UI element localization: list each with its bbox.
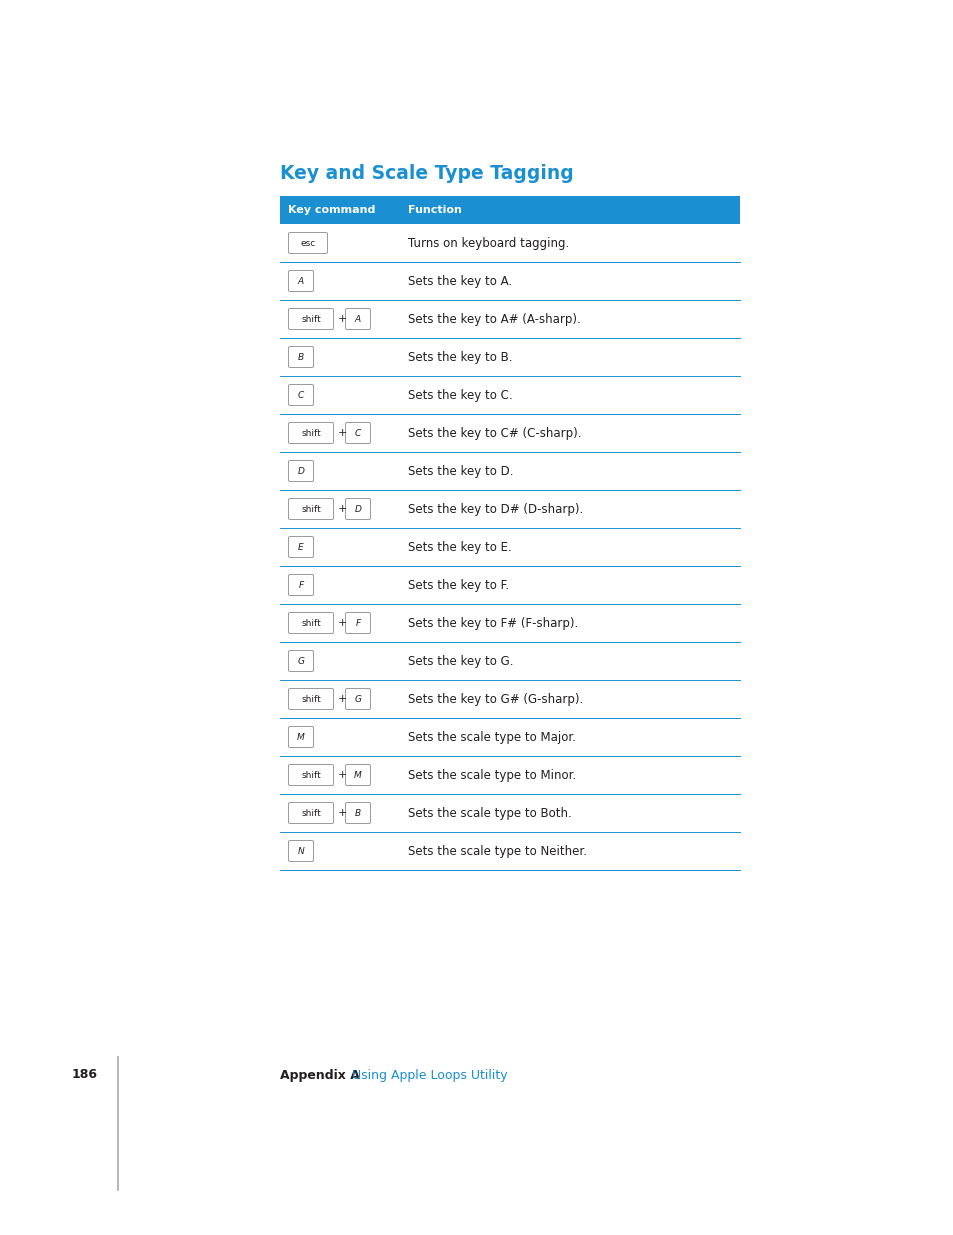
Text: +: +: [337, 694, 346, 704]
FancyBboxPatch shape: [345, 499, 370, 520]
FancyBboxPatch shape: [345, 613, 370, 634]
Text: Sets the key to E.: Sets the key to E.: [408, 541, 511, 553]
Text: Key command: Key command: [288, 205, 375, 215]
Text: Sets the key to F# (F-sharp).: Sets the key to F# (F-sharp).: [408, 616, 578, 630]
Text: Sets the key to D# (D-sharp).: Sets the key to D# (D-sharp).: [408, 503, 582, 515]
FancyBboxPatch shape: [288, 347, 314, 368]
Text: G: G: [297, 657, 304, 666]
FancyBboxPatch shape: [288, 613, 334, 634]
Text: F: F: [355, 619, 360, 627]
Text: Function: Function: [408, 205, 461, 215]
FancyBboxPatch shape: [288, 651, 314, 672]
Text: shift: shift: [301, 771, 320, 779]
FancyBboxPatch shape: [345, 803, 370, 824]
Text: +: +: [337, 429, 346, 438]
FancyBboxPatch shape: [288, 803, 334, 824]
FancyBboxPatch shape: [288, 232, 327, 253]
Text: G: G: [355, 694, 361, 704]
Text: +: +: [337, 504, 346, 514]
Text: Using Apple Loops Utility: Using Apple Loops Utility: [352, 1068, 507, 1082]
Text: shift: shift: [301, 809, 320, 818]
FancyBboxPatch shape: [288, 536, 314, 557]
Text: A: A: [355, 315, 360, 324]
FancyBboxPatch shape: [288, 270, 314, 291]
Text: Sets the key to G# (G-sharp).: Sets the key to G# (G-sharp).: [408, 693, 582, 705]
Bar: [280, 196, 740, 224]
Text: shift: shift: [301, 505, 320, 514]
Text: Sets the key to B.: Sets the key to B.: [408, 351, 512, 363]
Text: Key and Scale Type Tagging: Key and Scale Type Tagging: [280, 164, 573, 183]
FancyBboxPatch shape: [288, 688, 334, 709]
FancyBboxPatch shape: [288, 422, 334, 443]
Text: D: D: [297, 467, 304, 475]
Text: M: M: [354, 771, 361, 779]
Text: C: C: [297, 390, 304, 399]
Text: +: +: [337, 769, 346, 781]
FancyBboxPatch shape: [288, 499, 334, 520]
Text: shift: shift: [301, 429, 320, 437]
Text: Turns on keyboard tagging.: Turns on keyboard tagging.: [408, 236, 569, 249]
FancyBboxPatch shape: [288, 309, 334, 330]
Text: +: +: [337, 314, 346, 324]
Text: N: N: [297, 846, 304, 856]
Text: E: E: [297, 542, 304, 552]
Text: F: F: [298, 580, 303, 589]
FancyBboxPatch shape: [345, 688, 370, 709]
Text: D: D: [355, 505, 361, 514]
Text: shift: shift: [301, 619, 320, 627]
FancyBboxPatch shape: [345, 422, 370, 443]
Text: A: A: [297, 277, 304, 285]
Text: shift: shift: [301, 315, 320, 324]
Text: Sets the key to A.: Sets the key to A.: [408, 274, 512, 288]
Text: Sets the key to C.: Sets the key to C.: [408, 389, 512, 401]
FancyBboxPatch shape: [288, 461, 314, 482]
Text: shift: shift: [301, 694, 320, 704]
Text: Sets the scale type to Minor.: Sets the scale type to Minor.: [408, 768, 576, 782]
Text: +: +: [337, 808, 346, 818]
Text: Sets the scale type to Neither.: Sets the scale type to Neither.: [408, 845, 586, 857]
FancyBboxPatch shape: [288, 384, 314, 405]
Text: Sets the scale type to Major.: Sets the scale type to Major.: [408, 730, 576, 743]
Text: Sets the key to D.: Sets the key to D.: [408, 464, 513, 478]
Text: Sets the key to F.: Sets the key to F.: [408, 578, 509, 592]
FancyBboxPatch shape: [288, 574, 314, 595]
FancyBboxPatch shape: [288, 841, 314, 862]
Text: Sets the key to A# (A-sharp).: Sets the key to A# (A-sharp).: [408, 312, 580, 326]
Text: esc: esc: [300, 238, 315, 247]
FancyBboxPatch shape: [288, 764, 334, 785]
Text: Sets the key to C# (C-sharp).: Sets the key to C# (C-sharp).: [408, 426, 581, 440]
Text: Sets the key to G.: Sets the key to G.: [408, 655, 513, 667]
Text: Appendix A: Appendix A: [280, 1068, 359, 1082]
Text: C: C: [355, 429, 361, 437]
FancyBboxPatch shape: [345, 309, 370, 330]
Text: +: +: [337, 618, 346, 629]
Text: B: B: [355, 809, 360, 818]
FancyBboxPatch shape: [288, 726, 314, 747]
FancyBboxPatch shape: [345, 764, 370, 785]
Text: Sets the scale type to Both.: Sets the scale type to Both.: [408, 806, 571, 820]
Text: B: B: [297, 352, 304, 362]
Text: 186: 186: [71, 1068, 98, 1082]
Text: M: M: [296, 732, 305, 741]
